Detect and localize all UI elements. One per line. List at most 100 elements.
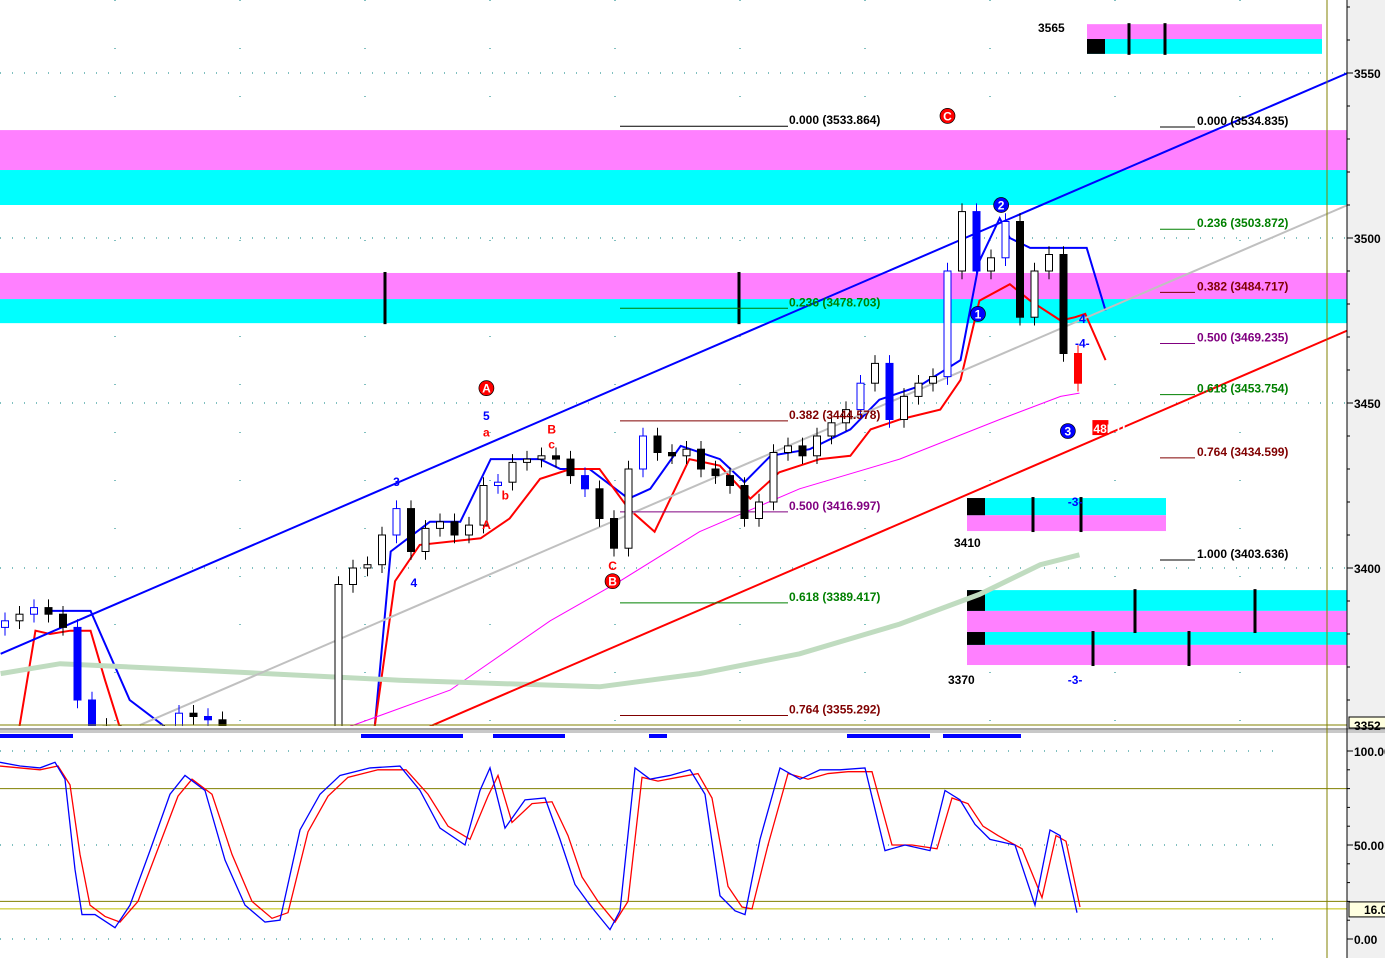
last-price-box bbox=[1348, 716, 1385, 729]
wave-label: 4 bbox=[1079, 312, 1086, 326]
wave-label: -3- bbox=[1068, 673, 1083, 687]
wave-count-circle bbox=[993, 197, 1010, 213]
zone-tick bbox=[1133, 589, 1137, 634]
wave-count-label: 3 bbox=[1065, 425, 1072, 439]
candle-body bbox=[407, 508, 415, 553]
candle-body bbox=[234, 736, 241, 749]
zone-tick bbox=[1031, 497, 1035, 533]
tag-label: 48PTI bbox=[1093, 422, 1125, 436]
candle-body bbox=[523, 458, 531, 463]
candle-body bbox=[856, 382, 865, 411]
signal-bar bbox=[943, 734, 1021, 738]
candle-body bbox=[277, 750, 284, 751]
zone-band bbox=[967, 644, 1347, 666]
zone-tick bbox=[1163, 23, 1167, 55]
fib-label-left: 0.764 (3355.292) bbox=[789, 703, 880, 717]
oscillator-slow-line bbox=[0, 765, 1081, 924]
candle-body bbox=[378, 534, 386, 566]
wave-count-label: 1 bbox=[975, 307, 982, 321]
candle-body bbox=[204, 716, 212, 721]
candle-body bbox=[581, 475, 589, 490]
fib-label-right: 1.000 (3403.636) bbox=[1197, 547, 1288, 561]
candle-body bbox=[349, 567, 357, 585]
candle-body bbox=[292, 750, 299, 751]
candle-body bbox=[189, 712, 198, 718]
candle-body bbox=[44, 607, 53, 615]
fib-label-right: 0.000 (3534.835) bbox=[1197, 114, 1288, 128]
wave-label: c bbox=[548, 437, 555, 451]
signal-bar bbox=[847, 734, 930, 738]
fib-label-left: 0.618 (3389.417) bbox=[789, 590, 880, 604]
candle-body bbox=[59, 613, 67, 628]
zone-tick bbox=[1253, 589, 1257, 634]
zone-band bbox=[0, 299, 1347, 324]
candle-body bbox=[639, 435, 647, 470]
fib-label-left: 0.382 (3444.578) bbox=[789, 408, 880, 422]
candle-body bbox=[132, 736, 139, 739]
zone-band bbox=[1087, 24, 1322, 40]
candle-body bbox=[755, 501, 763, 519]
wave-label: B bbox=[547, 422, 556, 436]
zone-tick bbox=[737, 271, 741, 325]
candle-body bbox=[885, 362, 894, 420]
candle-body bbox=[929, 376, 937, 384]
signal-bar bbox=[0, 734, 73, 738]
wave-label: b bbox=[502, 488, 509, 502]
zone-tick bbox=[1127, 23, 1131, 55]
candle-body bbox=[392, 508, 401, 536]
zone-marker-square bbox=[1087, 39, 1105, 54]
candle-body bbox=[263, 750, 270, 751]
candle-body bbox=[697, 448, 705, 470]
price-axis-label: 3400 bbox=[1354, 562, 1381, 576]
fib-label-left: 0.500 (3416.997) bbox=[789, 499, 880, 513]
wave-label: -3- bbox=[1068, 495, 1083, 509]
candle-body bbox=[813, 435, 821, 457]
osc-axis-label: 100.00 bbox=[1354, 745, 1385, 759]
candle-body bbox=[508, 461, 517, 483]
wave-label: 3 bbox=[393, 475, 400, 489]
wave-label: 5 bbox=[483, 409, 490, 423]
zone-tick bbox=[1079, 497, 1083, 533]
osc-axis-label: 50.00 bbox=[1354, 839, 1384, 853]
wave-count-label: B bbox=[608, 575, 617, 589]
price-panel[interactable] bbox=[0, 0, 1348, 758]
wave-label: 4 bbox=[411, 576, 418, 590]
candle-body bbox=[682, 448, 691, 457]
candle-body bbox=[1, 620, 9, 628]
overlay-trend-upper bbox=[0, 72, 1347, 655]
fib-label-right: 0.382 (3484.717) bbox=[1197, 279, 1288, 293]
candle-body bbox=[421, 527, 430, 553]
wave-count-circle bbox=[1059, 423, 1076, 439]
candle-body bbox=[1045, 254, 1053, 272]
candle-body bbox=[624, 468, 633, 549]
candle-body bbox=[668, 452, 676, 457]
wave-count-circle bbox=[478, 380, 495, 396]
fib-label-right: 0.764 (3434.599) bbox=[1197, 445, 1288, 459]
fib-label-right: 0.618 (3453.754) bbox=[1197, 382, 1288, 396]
candle-body bbox=[175, 712, 183, 726]
wave-count-label: C bbox=[943, 109, 952, 123]
candle-body bbox=[610, 518, 618, 549]
wave-count-circle bbox=[970, 306, 986, 322]
candle-body bbox=[842, 409, 850, 424]
candle-body bbox=[566, 458, 575, 477]
oscillator-panel[interactable] bbox=[0, 750, 1347, 940]
zone-band bbox=[967, 610, 1347, 633]
candle-body bbox=[958, 211, 966, 272]
candle-body bbox=[726, 475, 734, 487]
zone-band bbox=[967, 632, 1347, 645]
candle-body bbox=[1074, 353, 1082, 384]
panel-separator[interactable] bbox=[0, 728, 1385, 733]
overlay-ma-long bbox=[0, 552, 1081, 690]
candle-body bbox=[1016, 221, 1024, 318]
candle-body bbox=[494, 481, 502, 487]
fib-label-left: 0.236 (3478.703) bbox=[789, 295, 880, 309]
candle-body bbox=[30, 607, 38, 615]
candle-body bbox=[118, 733, 125, 736]
candle-body bbox=[769, 452, 778, 503]
osc-axis-label: 0.00 bbox=[1354, 933, 1378, 947]
candle-body bbox=[363, 564, 372, 569]
candle-body bbox=[147, 740, 154, 743]
wave-count-circle bbox=[939, 108, 956, 124]
